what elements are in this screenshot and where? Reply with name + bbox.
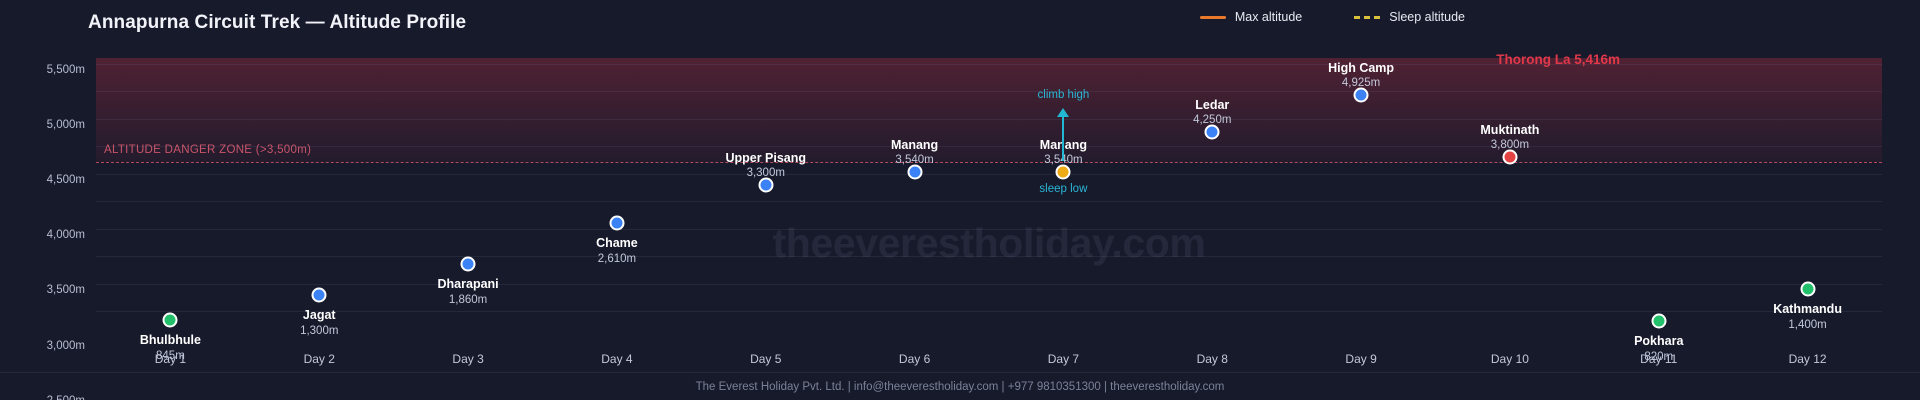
climb-high-arrow-shaft [1062,114,1065,161]
gridline: 2,500m [47,228,1882,400]
danger-zone-threshold-line [96,162,1882,163]
summit-label: Thorong La 5,416m [1496,52,1620,67]
gridline: 3,000m [47,201,1882,352]
x-axis-tick: Day 9 [1345,352,1377,366]
x-axis-tick: Day 10 [1490,352,1529,366]
data-point-marker[interactable] [1502,149,1518,165]
gridline: 1,000m [96,311,1882,313]
y-axis-tick: 4,500m [46,174,85,187]
x-axis-tick: Day 6 [898,352,931,366]
data-point-marker[interactable] [311,287,327,303]
data-point-label: Chame [596,235,638,250]
data-point-label: Pokhara [1634,334,1684,349]
danger-zone-label: ALTITUDE DANGER ZONE (>3,500m) [104,144,312,156]
gridline: 4,500m [47,118,1882,186]
solid-line-icon [1199,15,1226,19]
data-point-altitude: 845m [156,350,185,362]
data-point-label: Kathmandu [1773,302,1842,317]
data-point-marker[interactable] [460,256,476,272]
x-axis-tick: Day 2 [303,352,335,366]
x-axis-tick: Day 3 [452,352,484,366]
gridline: 5,500m [47,63,1882,76]
climb-high-label: climb high [1037,88,1090,101]
gridline: 4,000m [47,146,1882,241]
data-point-altitude: 4,250m [1193,114,1232,127]
data-point-label: Upper Pisang [725,150,807,165]
y-axis-tick: 3,500m [46,284,85,297]
x-axis-tick: Day 8 [1196,352,1228,366]
arrow-up-icon [1057,107,1070,117]
legend-item-max-altitude[interactable]: Max altitude [1199,10,1303,24]
data-point-altitude: 1,400m [1788,319,1827,332]
footer-divider [0,372,1920,373]
data-point-altitude: 3,300m [746,166,785,179]
x-axis-tick: Day 11 [1640,352,1678,366]
data-point-marker[interactable] [907,164,923,179]
gridline: 1,500m [96,283,1882,285]
data-point-marker[interactable] [1651,313,1667,329]
data-point-label: Bhulbhule [139,333,201,347]
plot-area: ALTITUDE DANGER ZONE (>3,500m) Thorong L… [47,52,1882,400]
data-point-marker[interactable] [162,312,178,328]
gridline: 5,000m [47,91,1882,131]
data-point-label: Ledar [1195,98,1230,113]
data-point-altitude: 1,860m [448,294,488,307]
x-axis-tick: Day 1 [154,352,187,366]
x-axis-tick: Day 7 [1047,352,1080,366]
data-point-altitude: 3,800m [1490,139,1530,152]
gridline: 3,500m [47,173,1882,296]
footer-text: The Everest Holiday Pvt. Ltd. | info@the… [695,381,1225,393]
data-point-altitude: 4,925m [1341,77,1381,90]
data-point-marker[interactable] [1353,87,1369,103]
danger-zone-band [96,58,1882,162]
data-point-altitude: 820m [1644,351,1674,364]
gridline: 2,000m [96,256,1882,258]
data-point-altitude: 2,610m [597,252,637,265]
data-point-marker[interactable] [609,215,625,231]
x-axis-tick: Day 4 [601,352,633,366]
legend-label: Max altitude [1234,10,1303,24]
data-point-altitude: 1,300m [300,324,339,337]
x-axis-tick: Day 12 [1788,352,1827,366]
data-point-marker[interactable] [1800,281,1816,297]
data-point-label: Jagat [302,307,336,322]
data-point-marker[interactable] [758,177,774,193]
y-axis-tick: 5,000m [46,119,85,132]
data-point-label: Manang [890,137,939,152]
legend-item-sleep-altitude[interactable]: Sleep altitude [1354,10,1465,24]
x-axis-tick: Day 5 [750,352,782,366]
data-point-label: Dharapani [437,277,499,292]
page-title: Annapurna Circuit Trek — Altitude Profil… [88,12,467,33]
data-point-altitude: 3,540m [895,153,934,166]
legend-label: Sleep altitude [1389,10,1465,24]
y-axis-tick: 3,000m [46,339,85,352]
y-axis-tick: 5,500m [46,64,85,76]
y-axis-tick: 4,000m [46,229,85,242]
data-point-label: Muktinath [1480,123,1540,138]
data-point-marker[interactable] [1055,164,1071,179]
data-point-label: High Camp [1328,61,1395,76]
dashed-line-icon [1354,15,1381,19]
chart-legend: Max altitude Sleep altitude [1199,10,1465,24]
sleep-low-label: sleep low [1039,182,1088,195]
watermark: theeverestholiday.com [772,220,1206,266]
data-point-marker[interactable] [1204,124,1220,140]
y-axis-tick: 2,500m [47,395,85,400]
